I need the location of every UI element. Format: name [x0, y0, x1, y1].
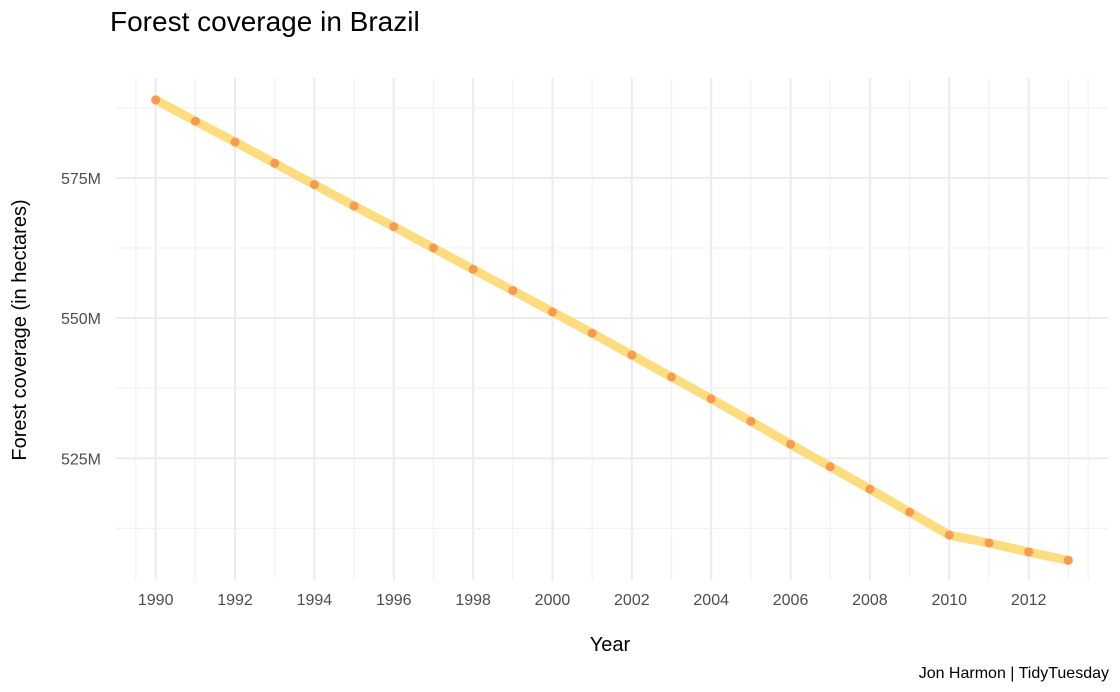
- x-tick-label: 1992: [217, 592, 253, 609]
- data-point: [944, 530, 954, 540]
- x-tick-label: 2008: [852, 592, 888, 609]
- data-point: [349, 201, 359, 211]
- y-tick-label: 525M: [61, 451, 101, 468]
- y-tick-label: 575M: [61, 171, 101, 188]
- x-tick-label: 2010: [931, 592, 967, 609]
- x-tick-label: 1990: [138, 592, 174, 609]
- grid: [116, 78, 1108, 580]
- caption: Jon Harmon | TidyTuesday: [919, 665, 1109, 682]
- data-point: [1063, 555, 1073, 565]
- x-tick-label: 2012: [1011, 592, 1047, 609]
- data-point: [428, 243, 438, 253]
- x-tick-label: 2006: [773, 592, 809, 609]
- data-point: [190, 116, 200, 126]
- data-point: [547, 307, 557, 317]
- x-tick-label: 2002: [614, 592, 650, 609]
- data-point: [746, 416, 756, 426]
- data-point: [667, 372, 677, 382]
- data-point: [825, 462, 835, 472]
- data-point: [905, 507, 915, 517]
- x-tick-label: 1998: [455, 592, 491, 609]
- series-layer: [151, 95, 1073, 565]
- data-point: [230, 137, 240, 147]
- data-point: [508, 286, 518, 296]
- data-point: [1024, 547, 1034, 557]
- data-point: [270, 158, 280, 168]
- data-point: [706, 394, 716, 404]
- data-point: [468, 264, 478, 274]
- data-point: [984, 538, 994, 548]
- data-point: [786, 439, 796, 449]
- x-tick-label: 1994: [297, 592, 333, 609]
- y-tick-label: 550M: [61, 311, 101, 328]
- series-line: [151, 95, 1073, 565]
- x-tick-label: 2000: [535, 592, 571, 609]
- x-axis-title: Year: [590, 634, 631, 656]
- data-point: [865, 484, 875, 494]
- y-axis-title: Forest coverage (in hectares): [9, 199, 31, 460]
- x-tick-label: 1996: [376, 592, 412, 609]
- data-point: [627, 350, 637, 360]
- x-tick-label: 2004: [693, 592, 729, 609]
- data-point: [151, 95, 161, 105]
- data-point: [389, 222, 399, 232]
- chart-title: Forest coverage in Brazil: [110, 6, 420, 37]
- data-point: [309, 180, 319, 190]
- x-axis-ticks: 1990 1992 1994 1996 1998 2000 2002 2004 2006 2008…: [138, 592, 1047, 609]
- y-axis-ticks: 525M 550M 575M: [61, 171, 101, 468]
- data-point: [587, 328, 597, 338]
